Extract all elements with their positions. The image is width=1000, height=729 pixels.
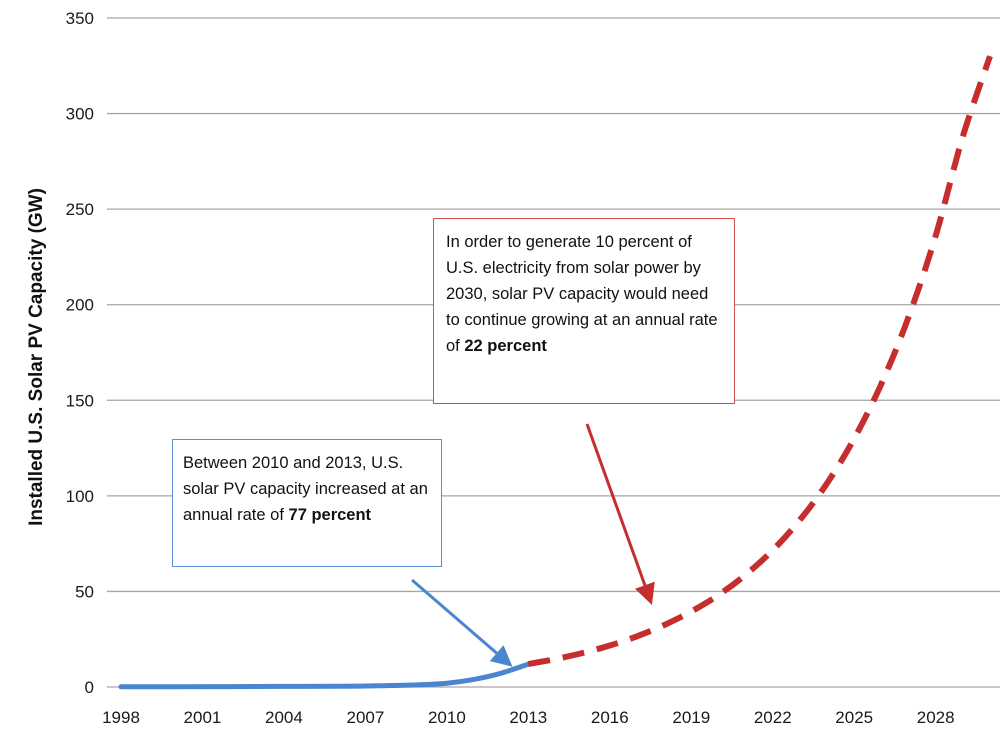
x-tick-label: 2025: [835, 708, 873, 727]
y-tick-labels: 0 50 100 150 200 250 300 350: [66, 9, 94, 697]
x-tick-label: 2010: [428, 708, 466, 727]
annotation-text: Between 2010 and 2013, U.S. solar PV cap…: [183, 454, 428, 524]
y-tick-label: 350: [66, 9, 94, 28]
x-tick-label: 2001: [184, 708, 222, 727]
x-tick-label: 2007: [346, 708, 384, 727]
annotation-text: In order to generate 10 percent of U.S. …: [446, 233, 718, 355]
annotation-callout-blue: Between 2010 and 2013, U.S. solar PV cap…: [172, 439, 442, 567]
series-line-projected: [527, 55, 993, 668]
annotation-arrows: [411, 423, 655, 667]
annotation-callout-red: In order to generate 10 percent of U.S. …: [433, 218, 735, 404]
y-tick-label: 50: [75, 582, 94, 601]
y-tick-label: 0: [85, 678, 94, 697]
x-tick-label: 2028: [917, 708, 955, 727]
x-tick-label: 2004: [265, 708, 303, 727]
series-line-historical: [118, 661, 531, 690]
y-tick-label: 200: [66, 296, 94, 315]
x-tick-label: 2022: [754, 708, 792, 727]
y-tick-label: 250: [66, 200, 94, 219]
y-tick-label: 100: [66, 487, 94, 506]
y-tick-label: 150: [66, 391, 94, 410]
y-tick-label: 300: [66, 105, 94, 124]
annotation-bold-rate: 77 percent: [288, 506, 372, 524]
x-tick-label: 1998: [102, 708, 140, 727]
annotation-arrow-blue: [411, 578, 513, 667]
series: [118, 55, 993, 690]
y-axis-title: Installed U.S. Solar PV Capacity (GW): [26, 188, 47, 526]
annotation-bold-rate: 22 percent: [464, 337, 547, 355]
x-tick-label: 2013: [509, 708, 547, 727]
annotation-arrow-red: [585, 423, 655, 605]
x-tick-label: 2016: [591, 708, 629, 727]
x-tick-labels: 1998 2001 2004 2007 2010 2013 2016 2019 2022 2025…: [102, 708, 955, 727]
x-tick-label: 2019: [672, 708, 710, 727]
